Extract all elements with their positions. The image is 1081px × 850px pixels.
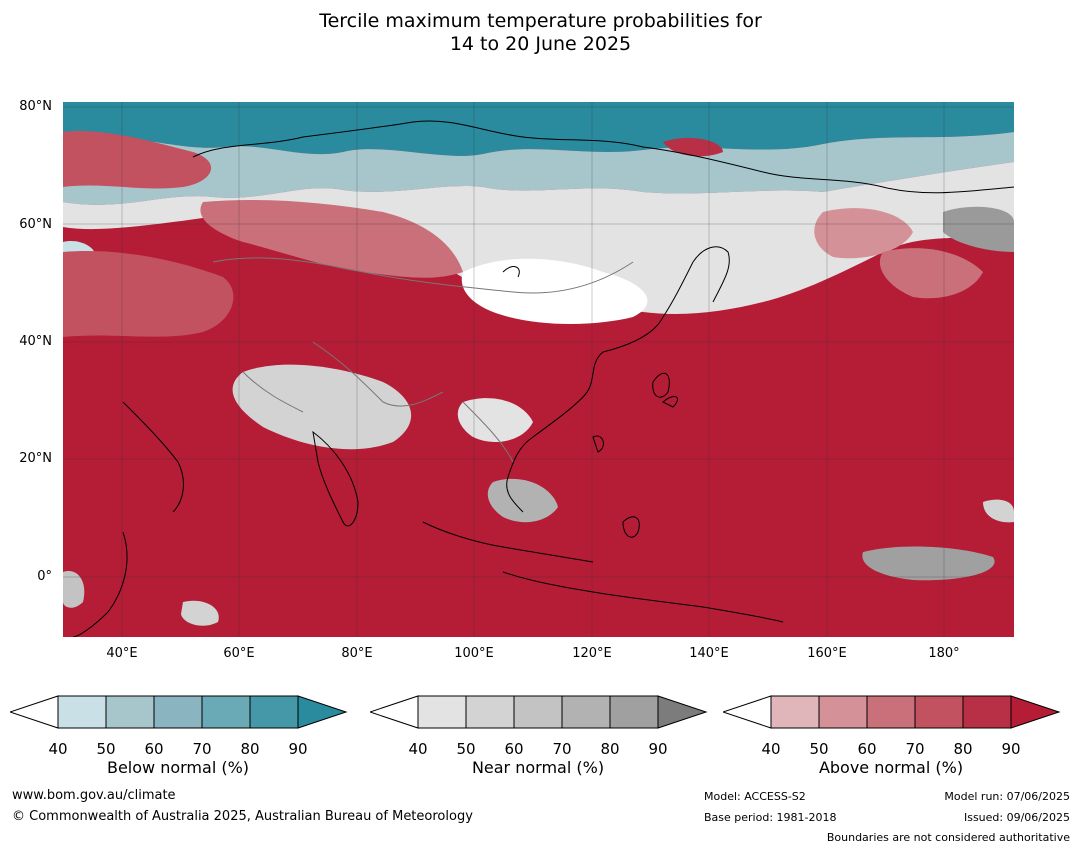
legend-above-tick-60: 60 — [857, 740, 877, 758]
legend-above-normal-colorbar — [723, 695, 1061, 729]
legend-near-normal-colorbar — [370, 695, 708, 729]
above-normal-region — [63, 131, 983, 337]
map-subtitle: 14 to 20 June 2025 — [449, 33, 632, 55]
legend-below-normal-colorbar — [10, 695, 348, 729]
probability-map — [63, 102, 1014, 637]
legend-below-tick-50: 50 — [96, 740, 116, 758]
legend-above-tick-90: 90 — [1001, 740, 1021, 758]
model-run-text: Model run: 07/06/2025 — [944, 790, 1070, 803]
lat-label-80n: 80°N — [19, 99, 52, 114]
legend-near-tick-60: 60 — [504, 740, 524, 758]
lat-label-20n: 20°N — [19, 451, 52, 466]
lon-label-40e: 40°E — [106, 646, 138, 661]
website-link[interactable]: www.bom.gov.au/climate — [12, 788, 176, 803]
lon-label-140e: 140°E — [689, 646, 729, 661]
graticule — [63, 102, 1014, 637]
lat-label-0: 0° — [37, 569, 52, 584]
legend-near-tick-50: 50 — [456, 740, 476, 758]
legend-above-tick-70: 70 — [905, 740, 925, 758]
legend-below-tick-90: 90 — [288, 740, 308, 758]
model-text: Model: ACCESS-S2 — [704, 790, 806, 803]
lat-label-40n: 40°N — [19, 334, 52, 349]
lon-label-160e: 160°E — [807, 646, 847, 661]
legend-near-tick-90: 90 — [648, 740, 668, 758]
map-canvas — [63, 102, 1014, 637]
issued-text: Issued: 09/06/2025 — [963, 811, 1070, 824]
lon-label-80e: 80°E — [341, 646, 373, 661]
map-title: Tercile maximum temperature probabilitie… — [319, 10, 762, 32]
legend-near-tick-40: 40 — [408, 740, 428, 758]
below-normal-region — [63, 102, 1014, 264]
near-normal-region — [63, 162, 1014, 626]
legend-near-title: Near normal (%) — [471, 758, 605, 777]
legend-above-tick-50: 50 — [809, 740, 829, 758]
legend-below-tick-60: 60 — [144, 740, 164, 758]
legend-below-title: Below normal (%) — [106, 758, 250, 777]
copyright-text: © Commonwealth of Australia 2025, Austra… — [12, 809, 473, 824]
country-borders — [212, 257, 634, 463]
legend-near-tick-70: 70 — [552, 740, 572, 758]
legend-near-tick-80: 80 — [600, 740, 620, 758]
lon-label-120e: 120°E — [572, 646, 612, 661]
lon-label-180: 180° — [928, 646, 960, 661]
legend-above-tick-40: 40 — [761, 740, 781, 758]
legend-below-tick-70: 70 — [192, 740, 212, 758]
legend-above-title: Above normal (%) — [818, 758, 964, 777]
lat-label-60n: 60°N — [19, 217, 52, 232]
disclaimer-text: Boundaries are not considered authoritat… — [826, 831, 1070, 844]
base-period-text: Base period: 1981-2018 — [704, 811, 837, 824]
legend-below-tick-80: 80 — [240, 740, 260, 758]
legend-above-tick-80: 80 — [953, 740, 973, 758]
lon-label-60e: 60°E — [223, 646, 255, 661]
legend-below-tick-40: 40 — [48, 740, 68, 758]
lon-label-100e: 100°E — [454, 646, 494, 661]
coastlines — [72, 120, 1014, 637]
